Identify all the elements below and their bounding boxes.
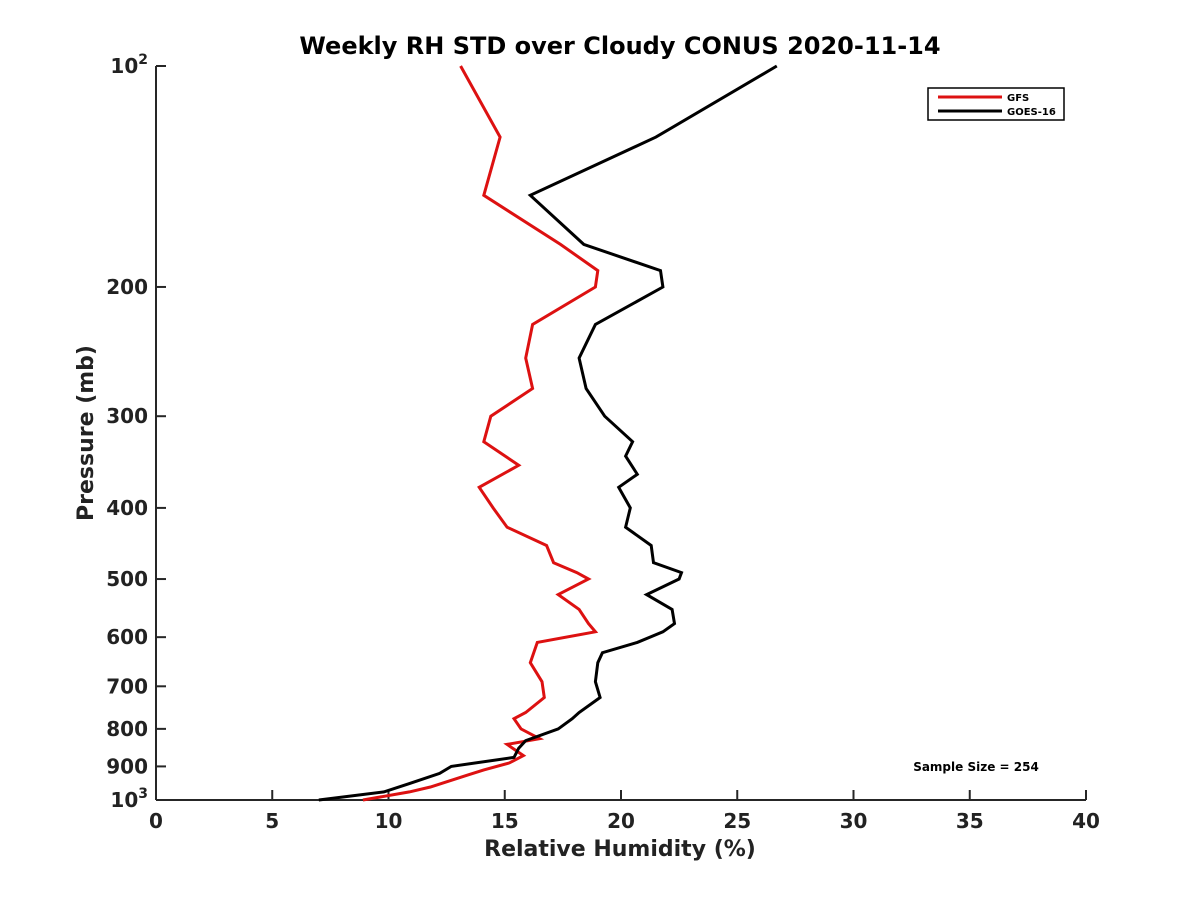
legend-label-goes-16: GOES-16 [1007,107,1056,118]
x-tick-label: 10 [375,809,403,833]
y-tick-label: 600 [106,625,148,649]
y-tick-label: 102 [110,52,148,78]
series-line-goes-16 [318,64,778,802]
y-tick-label: 200 [106,275,148,299]
legend-label-gfs: GFS [1007,93,1029,104]
x-tick-label: 25 [723,809,751,833]
series-lines [318,64,778,802]
y-axis-label: Pressure (mb) [74,345,99,521]
x-tick-label: 15 [491,809,519,833]
y-tick-label: 700 [106,674,148,698]
x-tick-label: 30 [840,809,868,833]
series-line-gfs [362,65,600,802]
legend-box [927,87,1065,121]
x-tick-label: 35 [956,809,984,833]
y-tick-label: 800 [106,717,148,741]
y-tick-label: 900 [106,754,148,778]
chart-title: Weekly RH STD over Cloudy CONUS 2020-11-… [299,32,940,60]
x-tick-label: 40 [1072,809,1100,833]
x-axis-label: Relative Humidity (%) [484,837,756,862]
x-tick-label: 5 [265,809,279,833]
legend: GFS GOES-16 [927,87,1065,121]
axes: 0 5 10 15 20 25 30 35 40 102 200 300 400 500 600 700 800… [106,52,1100,833]
y-tick-label: 300 [106,404,148,428]
x-tick-label: 20 [607,809,635,833]
x-tick-label: 0 [149,809,163,833]
y-tick-label: 103 [110,786,148,812]
y-tick-label: 500 [106,567,148,591]
sample-size-annotation: Sample Size = 254 [913,760,1039,774]
y-tick-label: 400 [106,496,148,520]
